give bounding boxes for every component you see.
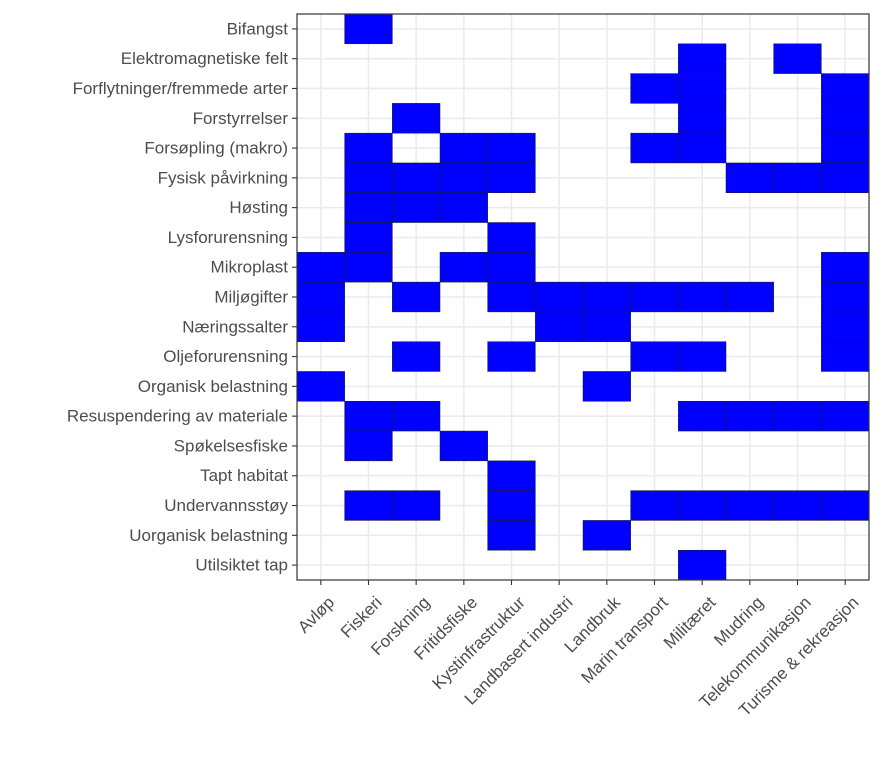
y-tick-label: Næringssalter (182, 317, 288, 336)
y-tick-label: Høsting (229, 198, 288, 217)
heatmap-cell (582, 371, 631, 402)
heatmap-cell (344, 401, 393, 432)
heatmap-cell (392, 281, 441, 313)
heatmap-cell (821, 252, 870, 283)
heatmap-cell (725, 162, 774, 193)
heatmap-cell (439, 252, 488, 283)
heatmap-cell (821, 73, 870, 104)
y-tick-label: Tapt habitat (200, 466, 288, 485)
heatmap-cell (678, 401, 727, 432)
y-tick-label: Mikroplast (211, 258, 289, 277)
y-tick-label: Resuspendering av materiale (67, 407, 288, 426)
heatmap-cell (535, 281, 584, 313)
y-tick-label: Forstyrrelser (193, 109, 289, 128)
heatmap-cell (773, 43, 822, 74)
heatmap-cell (487, 162, 536, 193)
heatmap-cell (821, 162, 870, 193)
heatmap-cell (344, 13, 393, 45)
heatmap-cell (821, 281, 870, 313)
heatmap-cell (487, 281, 536, 313)
heatmap-cell (630, 132, 679, 164)
heatmap-cell (392, 103, 441, 134)
heatmap-cell (773, 162, 822, 193)
heatmap-cell (344, 430, 393, 462)
heatmap-cell (439, 430, 488, 462)
y-tick-label: Miljøgifter (214, 288, 288, 307)
y-tick-label: Oljeforurensning (163, 347, 288, 366)
heatmap-cell (773, 401, 822, 432)
heatmap-cell (582, 520, 631, 551)
y-tick-label: Utilsiktet tap (195, 556, 288, 575)
heatmap-cell (535, 311, 584, 342)
heatmap-cell (821, 341, 870, 372)
heatmap-cell (725, 401, 774, 432)
heatmap-cell (344, 132, 393, 164)
heatmap-cell (725, 490, 774, 521)
heatmap-cell (392, 490, 441, 521)
heatmap-cells (296, 13, 870, 581)
heatmap-cell (487, 252, 536, 283)
heatmap-cell (678, 43, 727, 74)
heatmap-cell (582, 281, 631, 313)
heatmap-cell (296, 252, 345, 283)
heatmap-cell (344, 222, 393, 253)
heatmap-cell (773, 490, 822, 521)
heatmap-cell (630, 490, 679, 521)
heatmap-cell (392, 162, 441, 193)
heatmap-cell (821, 490, 870, 521)
y-tick-label: Bifangst (227, 19, 289, 38)
heatmap-cell (344, 252, 393, 283)
heatmap-cell (439, 162, 488, 193)
heatmap-cell (630, 341, 679, 372)
heatmap-cell (725, 281, 774, 313)
heatmap-cell (344, 490, 393, 521)
heatmap-cell (487, 460, 536, 491)
heatmap-cell (296, 371, 345, 402)
heatmap-cell (678, 73, 727, 104)
heatmap-cell (821, 401, 870, 432)
heatmap-cell (344, 162, 393, 193)
y-tick-label: Undervannsstøy (164, 496, 288, 515)
heatmap-cell (582, 311, 631, 342)
heatmap-cell (296, 311, 345, 342)
heatmap-cell (678, 490, 727, 521)
heatmap-cell (439, 132, 488, 164)
heatmap-cell (678, 132, 727, 164)
y-tick-label: Elektromagnetiske felt (121, 49, 289, 68)
y-axis: Bifangst Elektromagnetiske felt Forflytnin… (67, 19, 297, 575)
heatmap-cell (392, 192, 441, 223)
heatmap-cell (630, 73, 679, 104)
heatmap-cell (678, 103, 727, 134)
y-tick-label: Uorganisk belastning (129, 526, 288, 545)
heatmap-cell (678, 549, 727, 581)
heatmap-cell (392, 341, 441, 372)
y-tick-label: Spøkelsesfiske (174, 436, 288, 455)
heatmap-cell (630, 281, 679, 313)
heatmap-cell (487, 520, 536, 551)
heatmap-cell (821, 311, 870, 342)
y-tick-label: Forsøpling (makro) (144, 139, 288, 158)
heatmap-cell (821, 132, 870, 164)
heatmap-cell (487, 132, 536, 164)
heatmap-cell (439, 192, 488, 223)
heatmap-cell (487, 222, 536, 253)
y-tick-label: Organisk belastning (138, 377, 288, 396)
heatmap-cell (487, 490, 536, 521)
heatmap-cell (678, 281, 727, 313)
heatmap-cell (296, 281, 345, 313)
heatmap-cell (821, 103, 870, 134)
heatmap-cell (344, 192, 393, 223)
y-tick-label: Fysisk påvirkning (158, 168, 288, 187)
heatmap-cell (487, 341, 536, 372)
y-tick-label: Forflytninger/fremmede arter (73, 79, 289, 98)
heatmap-cell (392, 401, 441, 432)
y-tick-label: Lysforurensning (168, 228, 288, 247)
heatmap-cell (678, 341, 727, 372)
